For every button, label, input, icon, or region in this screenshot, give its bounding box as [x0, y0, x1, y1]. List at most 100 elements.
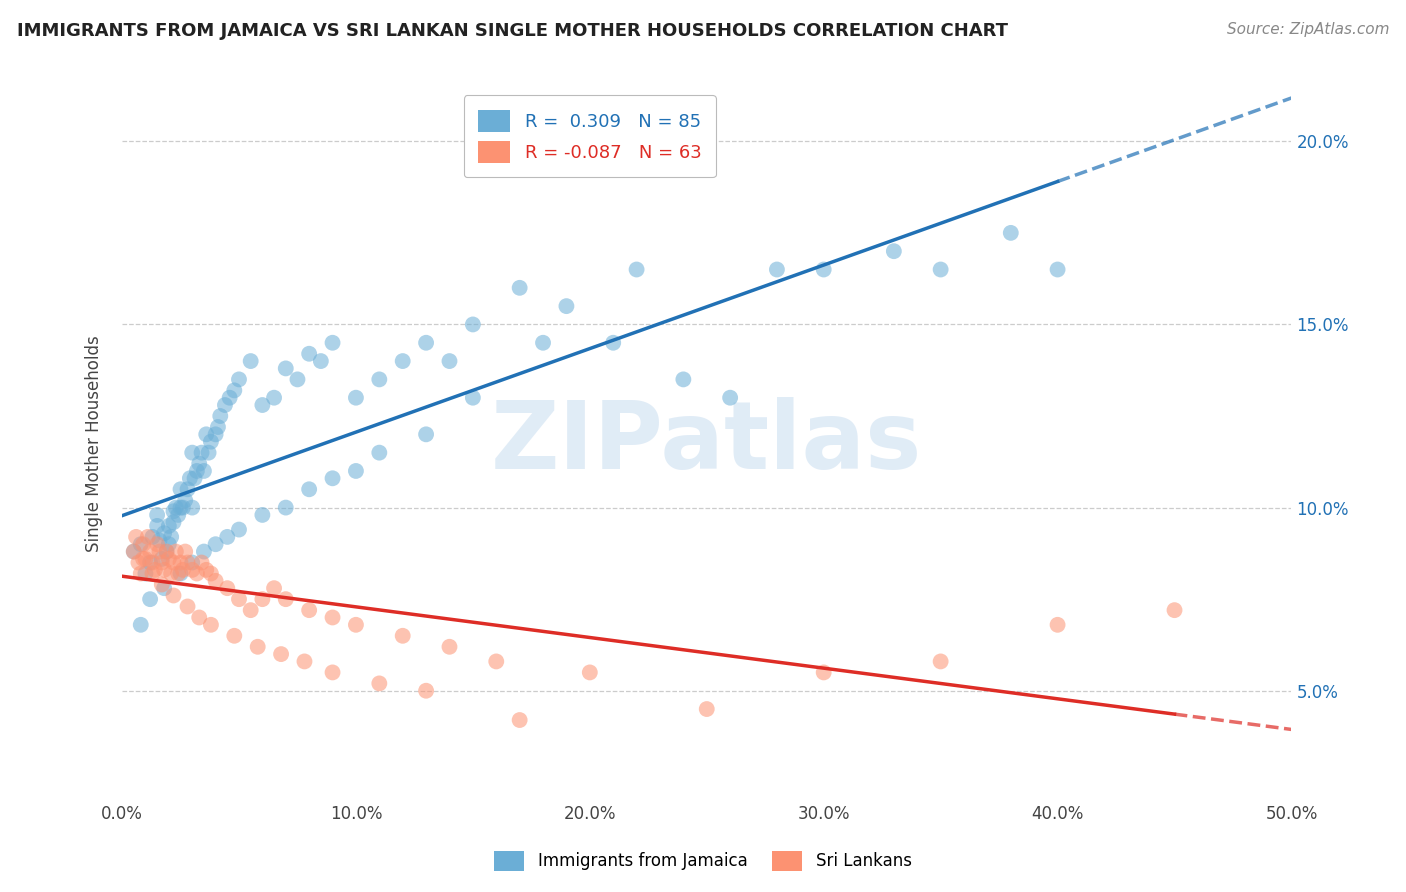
Point: [165, 544, 187, 558]
Point: [509, 713, 531, 727]
Point: [186, 566, 208, 581]
Point: [195, 563, 218, 577]
Point: [415, 683, 437, 698]
Point: [200, 617, 222, 632]
Point: [132, 537, 155, 551]
Point: [252, 398, 274, 412]
Point: [146, 537, 169, 551]
Point: [214, 398, 236, 412]
Point: [181, 556, 204, 570]
Point: [141, 556, 163, 570]
Point: [150, 556, 173, 570]
Point: [298, 347, 321, 361]
Point: [322, 471, 344, 485]
Point: [148, 533, 170, 548]
Point: [172, 563, 194, 577]
Point: [141, 566, 163, 581]
Point: [239, 354, 262, 368]
Point: [368, 372, 391, 386]
Point: [162, 589, 184, 603]
Point: [200, 434, 222, 449]
Point: [153, 526, 176, 541]
Point: [298, 483, 321, 497]
Text: IMMIGRANTS FROM JAMAICA VS SRI LANKAN SINGLE MOTHER HOUSEHOLDS CORRELATION CHART: IMMIGRANTS FROM JAMAICA VS SRI LANKAN SI…: [17, 22, 1008, 40]
Point: [718, 391, 741, 405]
Point: [322, 665, 344, 680]
Point: [160, 566, 183, 581]
Point: [461, 318, 484, 332]
Point: [146, 508, 169, 522]
Point: [246, 640, 269, 654]
Point: [157, 537, 180, 551]
Point: [602, 335, 624, 350]
Legend: R =  0.309   N = 85, R = -0.087   N = 63: R = 0.309 N = 85, R = -0.087 N = 63: [464, 95, 716, 178]
Point: [287, 372, 309, 386]
Point: [217, 581, 239, 595]
Point: [294, 655, 316, 669]
Point: [139, 592, 162, 607]
Point: [204, 574, 226, 588]
Point: [134, 566, 156, 581]
Point: [188, 610, 211, 624]
Point: [696, 702, 718, 716]
Point: [169, 500, 191, 515]
Point: [200, 566, 222, 581]
Point: [129, 566, 152, 581]
Point: [344, 464, 367, 478]
Point: [439, 640, 461, 654]
Point: [509, 281, 531, 295]
Point: [368, 445, 391, 459]
Point: [672, 372, 695, 386]
Point: [129, 537, 152, 551]
Point: [224, 629, 246, 643]
Point: [169, 483, 191, 497]
Point: [157, 552, 180, 566]
Point: [195, 427, 218, 442]
Point: [1163, 603, 1185, 617]
Point: [228, 372, 250, 386]
Point: [274, 500, 297, 515]
Point: [176, 556, 198, 570]
Point: [169, 566, 191, 581]
Point: [207, 420, 229, 434]
Point: [165, 500, 187, 515]
Point: [139, 556, 162, 570]
Point: [190, 445, 212, 459]
Point: [122, 544, 145, 558]
Point: [181, 500, 204, 515]
Point: [139, 544, 162, 558]
Point: [298, 603, 321, 617]
Point: [883, 244, 905, 259]
Point: [162, 515, 184, 529]
Point: [193, 464, 215, 478]
Point: [239, 603, 262, 617]
Point: [181, 563, 204, 577]
Point: [626, 262, 648, 277]
Point: [141, 530, 163, 544]
Point: [309, 354, 332, 368]
Y-axis label: Single Mother Households: Single Mother Households: [86, 335, 103, 552]
Point: [391, 629, 413, 643]
Point: [439, 354, 461, 368]
Point: [531, 335, 554, 350]
Point: [183, 471, 205, 485]
Point: [176, 483, 198, 497]
Point: [169, 556, 191, 570]
Point: [157, 519, 180, 533]
Point: [263, 581, 285, 595]
Point: [929, 655, 952, 669]
Point: [217, 530, 239, 544]
Point: [391, 354, 413, 368]
Point: [153, 581, 176, 595]
Point: [167, 508, 190, 522]
Text: Source: ZipAtlas.com: Source: ZipAtlas.com: [1226, 22, 1389, 37]
Point: [228, 523, 250, 537]
Point: [813, 665, 835, 680]
Point: [179, 471, 201, 485]
Point: [766, 262, 789, 277]
Point: [368, 676, 391, 690]
Point: [204, 427, 226, 442]
Point: [134, 552, 156, 566]
Point: [136, 530, 159, 544]
Point: [929, 262, 952, 277]
